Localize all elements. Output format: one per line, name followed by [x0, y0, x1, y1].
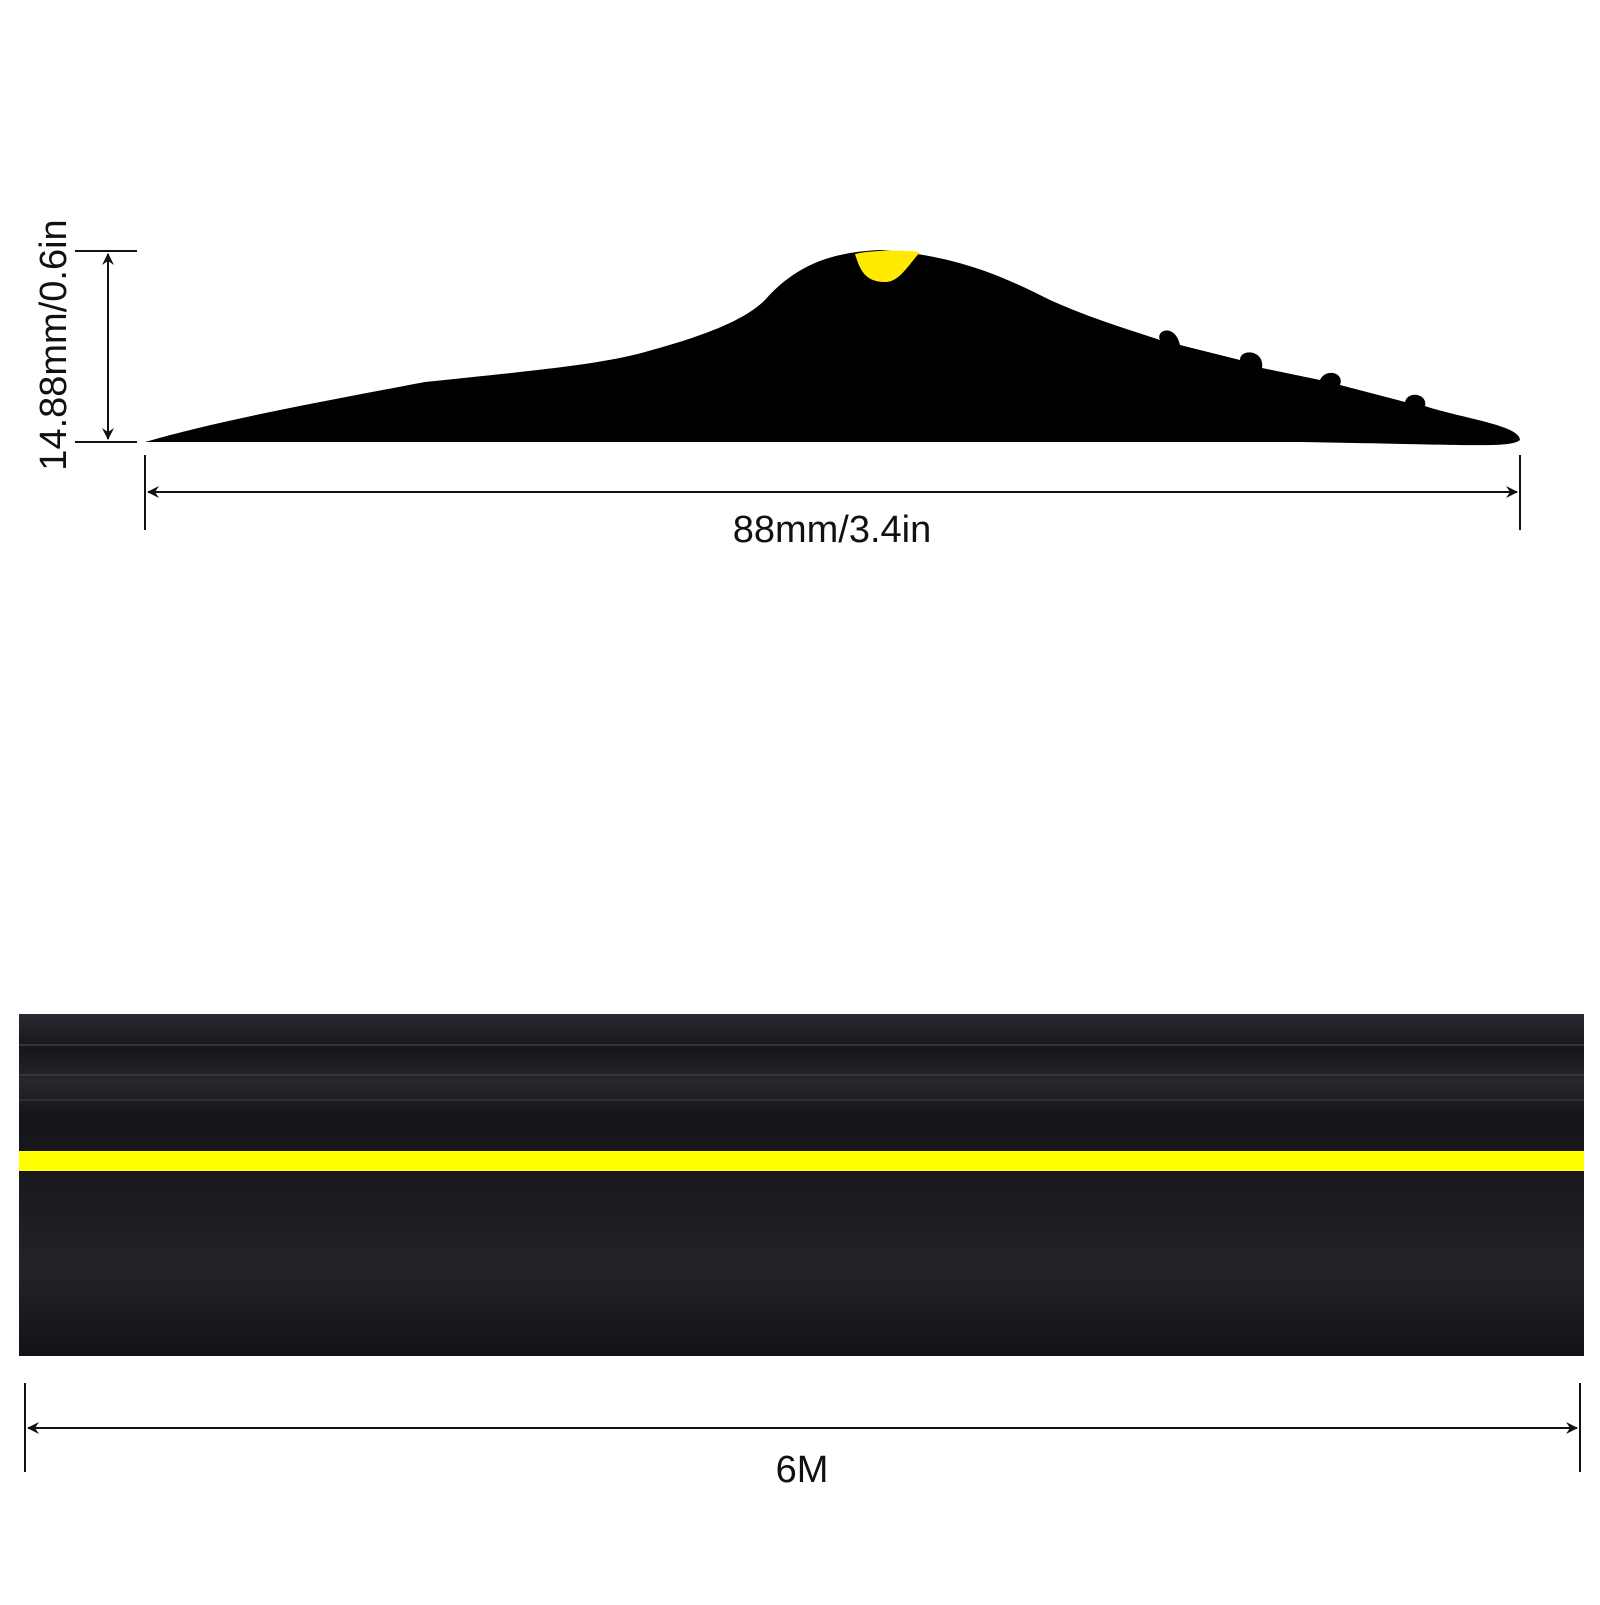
yellow-marker: [855, 250, 920, 282]
height-label: 14.88mm/0.6in: [33, 219, 75, 470]
length-label: 6M: [776, 1449, 829, 1491]
seal-strip: [19, 1014, 1584, 1356]
yellow-stripe: [19, 1151, 1584, 1171]
seal-profile: [145, 250, 1520, 446]
width-label: 88mm/3.4in: [733, 509, 932, 551]
